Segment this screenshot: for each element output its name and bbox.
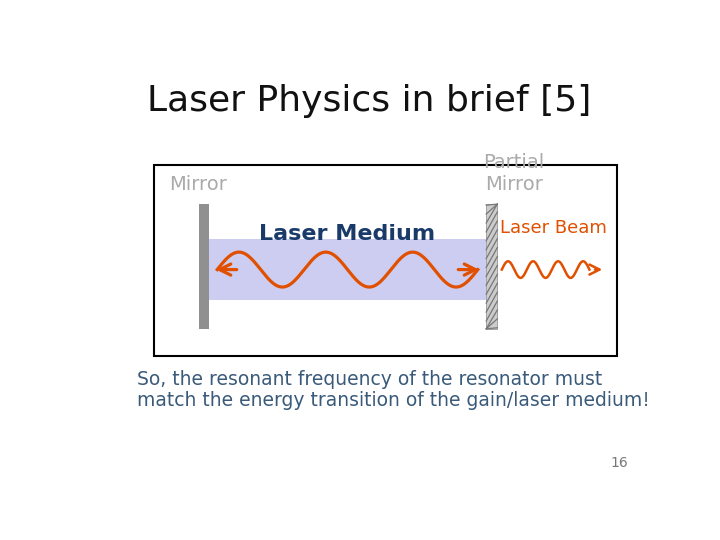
Text: Laser Physics in brief [5]: Laser Physics in brief [5] <box>147 84 591 118</box>
Bar <box>154 165 617 356</box>
Text: Mirror: Mirror <box>169 175 228 194</box>
Text: Laser Medium: Laser Medium <box>259 224 436 244</box>
Text: match the energy transition of the gain/laser medium!: match the energy transition of the gain/… <box>138 391 650 410</box>
Bar <box>199 204 209 329</box>
Bar <box>486 204 498 329</box>
Text: So, the resonant frequency of the resonator must: So, the resonant frequency of the resona… <box>138 370 603 389</box>
Text: Laser Beam: Laser Beam <box>500 219 607 238</box>
Bar <box>209 239 486 300</box>
Text: 16: 16 <box>611 456 629 470</box>
Text: Partial
Mirror: Partial Mirror <box>483 153 545 194</box>
